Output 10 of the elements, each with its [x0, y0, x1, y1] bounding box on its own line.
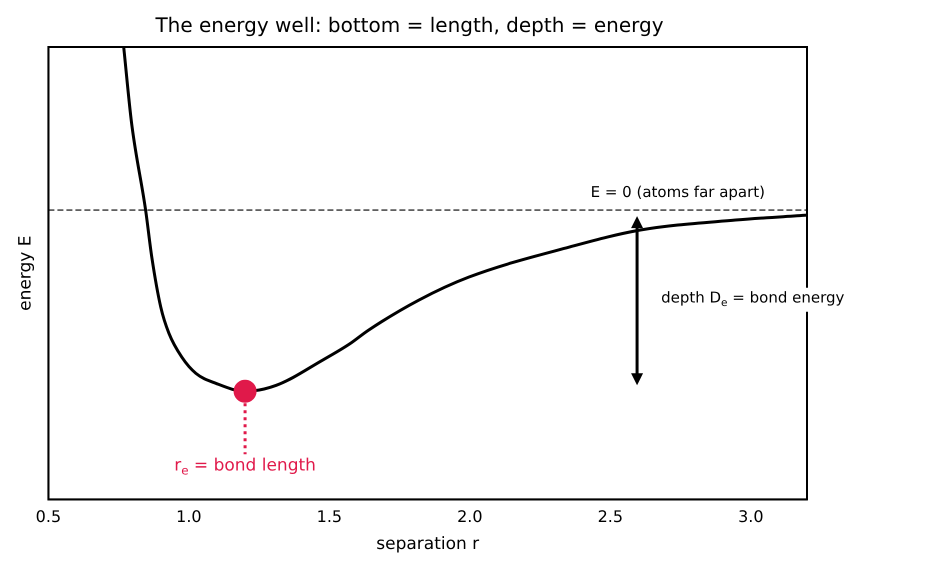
ref-line-label: E = 0 (atoms far apart) — [590, 182, 765, 201]
y-axis-title: energy E — [16, 236, 36, 311]
x-tick-label: 1.0 — [176, 507, 202, 526]
x-tick-label: 2.5 — [598, 507, 624, 526]
x-tick-label: 1.5 — [316, 507, 342, 526]
x-tick-label: 2.0 — [457, 507, 483, 526]
x-axis-title: separation r — [376, 534, 480, 554]
x-tick-label: 3.0 — [738, 507, 764, 526]
chart-title: The energy well: bottom = length, depth = energy — [154, 13, 664, 38]
x-tick-label: 0.5 — [36, 507, 62, 526]
